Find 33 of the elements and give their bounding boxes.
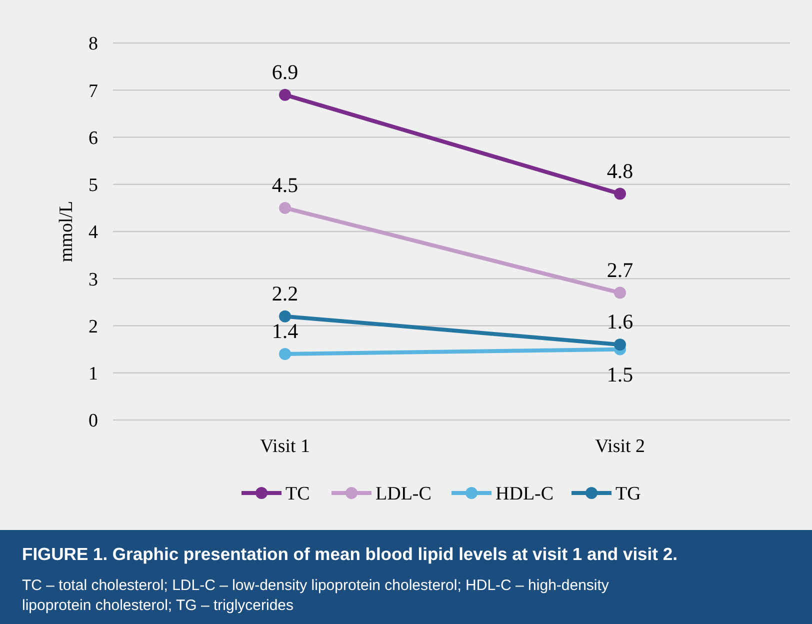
data-label: 2.2 xyxy=(272,281,298,306)
y-axis-title: mmol/L xyxy=(56,200,77,262)
data-label: 1.4 xyxy=(272,319,299,344)
legend-label: TC xyxy=(286,484,310,505)
point xyxy=(279,348,291,360)
legend-label: LDL-C xyxy=(376,484,432,505)
y-tick-label: 6 xyxy=(88,128,98,149)
data-label: 1.6 xyxy=(606,310,634,334)
text: TC – total cholesterol; LDL-C – low-density lipoprotein cholesterol; HDL-C – high-density lipoprotein cholesterol; TG – triglycerides xyxy=(22,577,610,614)
data-label: 1.5 xyxy=(606,362,634,386)
data-label: 4.5 xyxy=(272,172,298,197)
y-tick-label: 3 xyxy=(88,269,98,290)
data-label: 4.8 xyxy=(606,158,634,183)
point xyxy=(279,88,291,101)
y-tick-label: 5 xyxy=(88,175,98,196)
y-tick-label: 4 xyxy=(88,222,98,244)
point xyxy=(279,202,291,214)
point xyxy=(614,188,626,200)
point xyxy=(614,286,626,299)
y-tick-label: 2 xyxy=(88,316,98,338)
data-label: 6.9 xyxy=(272,60,298,84)
y-tick-label: 7 xyxy=(88,80,98,102)
y-tick-label: 8 xyxy=(88,34,98,55)
point xyxy=(279,310,291,322)
legend-label: HDL-C xyxy=(496,484,554,505)
data-label: 2.7 xyxy=(606,258,634,282)
y-tick-label: 1 xyxy=(88,364,98,385)
text: FIGURE 1. Graphic presentation of mean blood lipid levels at visit 1 and visit 2. xyxy=(22,544,678,564)
point xyxy=(614,338,626,351)
x-tick-label: Visit 2 xyxy=(594,436,646,457)
x-tick-label: Visit 1 xyxy=(260,436,310,457)
legend-label: TG xyxy=(616,484,642,505)
y-tick-label: 0 xyxy=(88,410,98,432)
